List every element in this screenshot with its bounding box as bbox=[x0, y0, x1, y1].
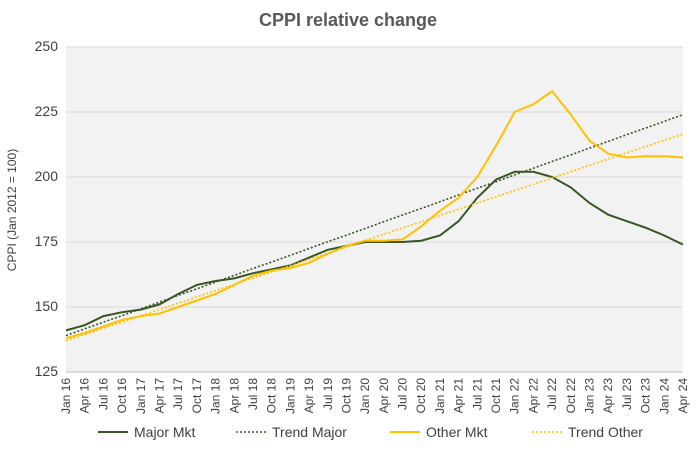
series-line bbox=[65, 133, 684, 342]
x-tick-label: Jan 23 bbox=[583, 378, 597, 414]
x-tick-label: Oct 22 bbox=[564, 378, 578, 414]
x-tick-label: Oct 18 bbox=[265, 378, 279, 414]
y-tick-label: 150 bbox=[35, 298, 59, 314]
y-tick-label: 225 bbox=[35, 103, 59, 119]
x-tick-label: Jan 22 bbox=[508, 378, 522, 414]
x-tick-label: Jul 19 bbox=[321, 378, 335, 410]
x-tick-label: Jan 21 bbox=[433, 378, 447, 414]
x-tick-label: Apr 23 bbox=[601, 378, 615, 414]
x-tick-label: Apr 21 bbox=[452, 378, 466, 414]
x-tick-label: Jan 19 bbox=[283, 378, 297, 414]
x-tick-label: Jul 18 bbox=[246, 378, 260, 410]
y-tick-label: 250 bbox=[35, 38, 59, 54]
x-tick-label: Jul 16 bbox=[96, 378, 110, 410]
legend-label: Trend Other bbox=[568, 424, 643, 440]
x-tick-label: Jul 17 bbox=[171, 378, 185, 410]
x-tick-label: Jul 23 bbox=[620, 378, 634, 410]
legend-label: Trend Major bbox=[272, 424, 347, 440]
x-tick-label: Jan 24 bbox=[657, 378, 671, 414]
x-tick-label: Apr 20 bbox=[377, 378, 391, 414]
legend-label: Other Mkt bbox=[426, 424, 488, 440]
x-tick-label: Jul 21 bbox=[470, 378, 484, 410]
x-tick-label: Jul 22 bbox=[545, 378, 559, 410]
x-tick-label: Apr 19 bbox=[302, 378, 316, 414]
y-tick-label: 175 bbox=[35, 233, 59, 249]
y-tick-label: 200 bbox=[35, 168, 59, 184]
series-line bbox=[65, 89, 684, 340]
x-tick-label: Oct 19 bbox=[339, 378, 353, 414]
x-tick-label: Apr 22 bbox=[526, 378, 540, 414]
y-axis-label: CPPI (Jan 2012 = 100) bbox=[5, 149, 19, 271]
x-tick-label: Apr 24 bbox=[676, 378, 690, 414]
legend-label: Major Mkt bbox=[134, 424, 196, 440]
x-tick-label: Jul 20 bbox=[396, 378, 410, 410]
chart-title: CPPI relative change bbox=[259, 10, 437, 30]
x-tick-label: Apr 16 bbox=[78, 378, 92, 414]
x-tick-label: Jan 18 bbox=[209, 378, 223, 414]
x-tick-label: Oct 20 bbox=[414, 378, 428, 414]
x-tick-label: Apr 17 bbox=[152, 378, 166, 414]
x-tick-label: Oct 17 bbox=[190, 378, 204, 414]
y-tick-label: 125 bbox=[35, 363, 59, 379]
x-tick-label: Jan 16 bbox=[59, 378, 73, 414]
x-tick-label: Apr 18 bbox=[227, 378, 241, 414]
x-tick-label: Jan 17 bbox=[134, 378, 148, 414]
x-tick-label: Oct 23 bbox=[639, 378, 653, 414]
x-tick-label: Jan 20 bbox=[358, 378, 372, 414]
x-tick-label: Oct 16 bbox=[115, 378, 129, 414]
series-line bbox=[65, 113, 684, 337]
x-tick-label: Oct 21 bbox=[489, 378, 503, 414]
plot-area bbox=[66, 47, 683, 372]
